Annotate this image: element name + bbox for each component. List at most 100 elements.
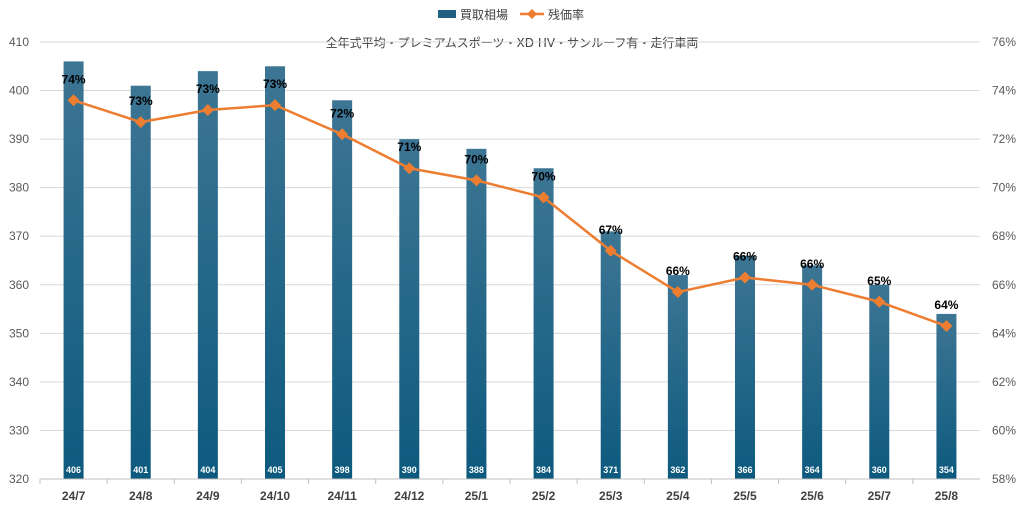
y-right-tick-label: 72% [992,132,1016,146]
x-tick-label: 25/1 [465,489,489,503]
bar [802,265,823,479]
x-tick-label: 24/7 [62,489,86,503]
bar-value-label: 401 [133,465,148,475]
line-path [73,99,947,328]
y-left-tick-label: 400 [9,84,29,98]
y-right-tick-label: 70% [992,181,1016,195]
x-tick-label: 24/12 [394,489,424,503]
bar-value-label: 406 [66,465,81,475]
line-value-label: 66% [733,249,757,263]
bar [63,61,84,480]
y-right-tick-label: 64% [992,326,1016,340]
y-right-tick-label: 74% [992,84,1016,98]
y-left-tick-label: 410 [9,35,29,49]
y-right-tick-label: 68% [992,229,1016,243]
y-right-tick-label: 66% [992,278,1016,292]
line-marker [806,278,819,291]
x-tick-label: 24/9 [196,489,220,503]
line-marker [470,174,483,187]
line-value-label: 64% [934,298,958,312]
bar [667,275,688,479]
y-left-tick-label: 330 [9,423,29,437]
legend-line-label: 残価率 [548,7,584,22]
line-value-label: 73% [196,82,220,96]
bar [735,255,755,479]
bar [600,231,621,479]
line-marker [873,295,886,308]
y-right-tick-label: 60% [992,423,1016,437]
line-marker [134,116,147,129]
x-tick-label: 25/4 [666,489,690,503]
y-left-tick-label: 340 [9,375,29,389]
line-value-label: 71% [397,140,421,154]
line-value-label: 66% [666,264,690,278]
bar [197,71,218,479]
y-right-tick-label: 58% [992,472,1016,486]
bar-value-label: 398 [335,465,350,475]
y-axis-left: 320 330 340 350 360 370 380 390 400 410 [9,35,29,486]
line-marker [940,320,953,333]
line-marker [269,99,281,112]
bar-series [63,61,957,480]
x-tick-label: 25/3 [599,489,623,503]
x-tick-label: 25/2 [532,489,556,503]
bar [265,66,285,480]
bar-value-label: 405 [267,465,282,475]
x-tick-label: 24/8 [129,489,153,503]
gridlines [40,41,980,480]
line-marker [336,128,349,141]
bar [399,139,420,479]
bar-value-label: 388 [469,465,484,475]
x-tick-label: 24/10 [260,489,290,503]
x-tick-label: 24/11 [327,489,357,503]
line-value-label: 66% [800,257,824,271]
legend-bar-swatch [438,10,456,18]
legend-bar-label: 買取相場 [460,8,508,22]
x-axis: 24/7 24/8 24/9 24/10 24/11 24/12 25/1 25/2 25/3 2… [39,478,980,503]
bar-value-label: 371 [603,465,618,475]
bar [130,85,151,479]
line-marker [537,191,550,204]
x-tick-label: 25/5 [733,489,757,503]
line-marker [604,244,617,257]
x-tick-label: 25/6 [800,489,824,503]
line-value-label: 74% [62,72,86,86]
x-tick-label: 25/8 [935,489,959,503]
line-value-label: 73% [263,77,287,91]
line-value-label: 70% [532,169,556,183]
bar-value-label: 404 [200,465,215,475]
bar-value-label: 364 [805,465,820,475]
bar [869,284,890,479]
bar-value-label: 354 [939,465,954,475]
bar-value-label: 384 [536,465,551,475]
line-marker [201,103,214,116]
bar-value-labels: 406 401 404 405 398 390 388 384 371 362 366 364 360 3… [66,465,954,475]
line-value-label: 72% [330,106,354,120]
bar [936,313,957,479]
y-left-tick-label: 320 [9,472,29,486]
y-axis-right: 58% 60% 62% 64% 66% 68% 70% 72% 74% 76% [992,35,1016,486]
bar-value-label: 360 [872,465,887,475]
line-series [67,94,953,333]
line-value-labels: 74% 73% 73% 73% 72% 71% 70% 70% 67% 66% 66% 66% 65% 6… [62,72,959,312]
bar-value-label: 390 [402,465,417,475]
bar [533,168,554,479]
line-value-label: 70% [464,152,488,166]
y-right-tick-label: 62% [992,375,1016,389]
legend-line-marker [527,9,537,19]
line-value-label: 73% [129,94,153,108]
bar-value-label: 362 [670,465,685,475]
line-marker [671,286,684,299]
line-marker [739,271,751,284]
line-marker [403,162,416,175]
y-left-tick-label: 350 [9,326,29,340]
bar [466,148,487,480]
line-marker [67,94,80,107]
y-left-tick-label: 370 [9,229,29,243]
y-right-tick-label: 76% [992,35,1016,49]
y-left-tick-label: 390 [9,132,29,146]
line-value-label: 67% [599,223,623,237]
y-left-tick-label: 380 [9,181,29,195]
x-tick-label: 25/7 [868,489,892,503]
